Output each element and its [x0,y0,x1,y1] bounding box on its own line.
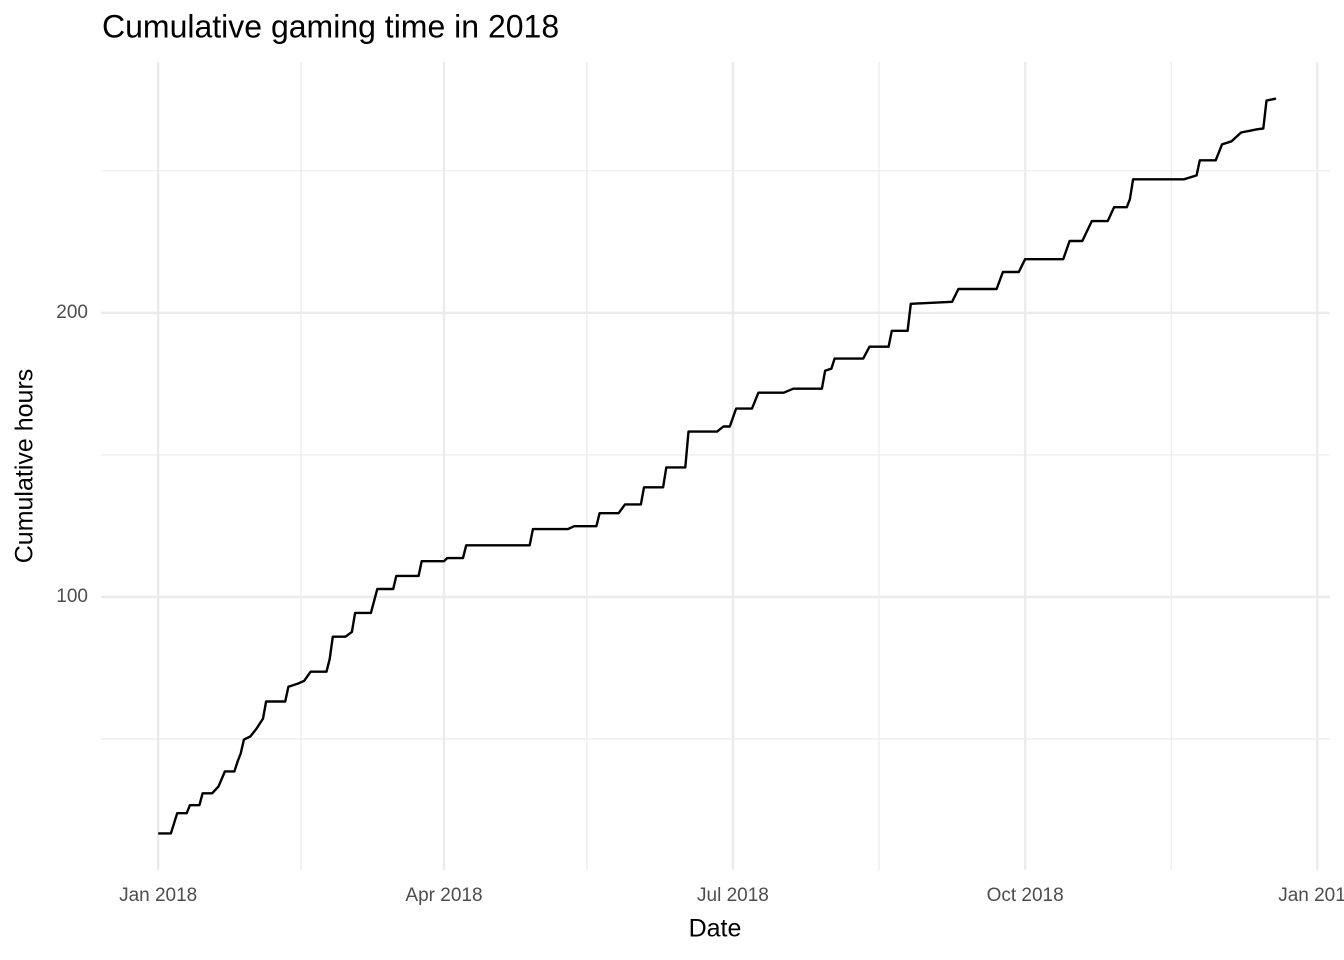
x-tick-label: Jul 2018 [697,885,769,906]
x-tick-label: Oct 2018 [987,885,1064,906]
x-axis-title: Date [689,915,742,943]
x-tick-label: Jan 2018 [119,885,197,906]
y-tick-label: 100 [56,586,88,607]
y-axis-title: Cumulative hours [11,369,39,564]
x-tick-label: Jan 2019 [1278,885,1344,906]
chart-title: Cumulative gaming time in 2018 [102,8,559,44]
x-tick-label: Apr 2018 [405,885,482,906]
y-tick-label: 200 [56,302,88,323]
line [158,97,1277,835]
